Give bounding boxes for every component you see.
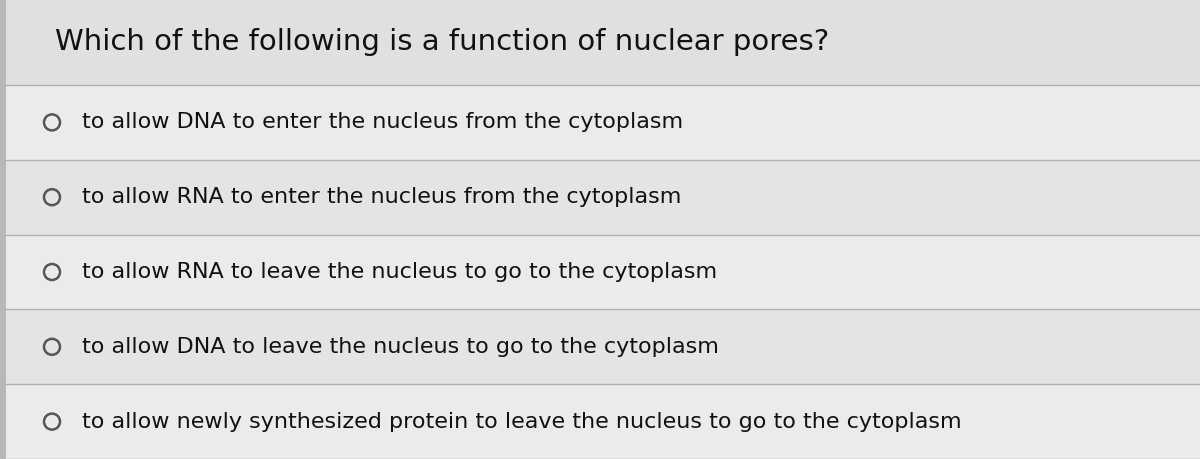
FancyBboxPatch shape bbox=[0, 85, 1200, 459]
Text: to allow DNA to leave the nucleus to go to the cytoplasm: to allow DNA to leave the nucleus to go … bbox=[82, 337, 719, 357]
Text: to allow DNA to enter the nucleus from the cytoplasm: to allow DNA to enter the nucleus from t… bbox=[82, 112, 683, 132]
Text: to allow newly synthesized protein to leave the nucleus to go to the cytoplasm: to allow newly synthesized protein to le… bbox=[82, 412, 961, 431]
FancyBboxPatch shape bbox=[0, 0, 1200, 85]
Text: to allow RNA to leave the nucleus to go to the cytoplasm: to allow RNA to leave the nucleus to go … bbox=[82, 262, 718, 282]
Text: to allow RNA to enter the nucleus from the cytoplasm: to allow RNA to enter the nucleus from t… bbox=[82, 187, 682, 207]
Text: Which of the following is a function of nuclear pores?: Which of the following is a function of … bbox=[55, 28, 829, 56]
FancyBboxPatch shape bbox=[0, 0, 6, 459]
FancyBboxPatch shape bbox=[6, 160, 1200, 235]
FancyBboxPatch shape bbox=[6, 309, 1200, 384]
